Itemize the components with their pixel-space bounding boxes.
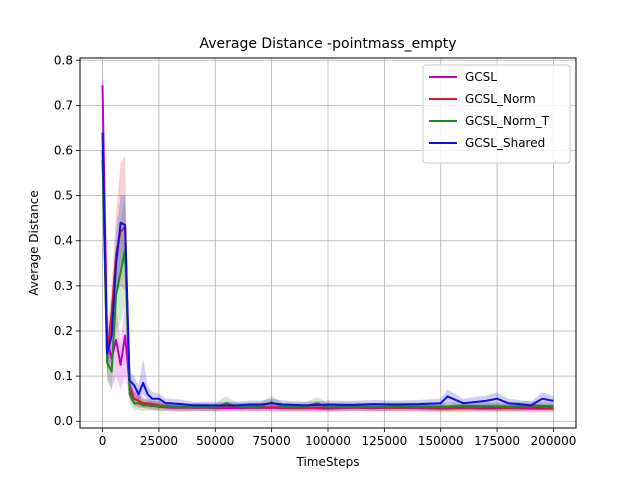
- legend-label: GCSL: [465, 70, 497, 84]
- x-axis-ticks: 0 25000 50000 75000 100000 125000 150000 175000…: [99, 428, 577, 448]
- y-tick-label: 0.7: [54, 98, 73, 112]
- y-tick-label: 0.3: [54, 279, 73, 293]
- y-tick-label: 0.4: [54, 234, 73, 248]
- line-gcsl-shared: [101, 132, 554, 407]
- x-tick-label: 50000: [196, 434, 234, 448]
- y-tick-label: 0.1: [54, 369, 73, 383]
- x-tick-label: 150000: [418, 434, 464, 448]
- y-tick-label: 0.0: [54, 414, 73, 428]
- y-axis-ticks: 0.0 0.1 0.2 0.3 0.4 0.5 0.6 0.7 0.8: [54, 53, 80, 428]
- chart-title: Average Distance -pointmass_empty: [199, 36, 456, 52]
- legend-box: [422, 64, 571, 164]
- y-tick-label: 0.8: [54, 53, 73, 67]
- x-tick-label: 200000: [531, 434, 577, 448]
- y-tick-label: 0.5: [54, 189, 73, 203]
- y-axis-label: Average Distance: [27, 190, 41, 296]
- x-tick-label: 25000: [140, 434, 178, 448]
- legend-label: GCSL_Shared: [465, 136, 545, 150]
- x-tick-label: 175000: [474, 434, 520, 448]
- x-axis-label: TimeSteps: [296, 455, 360, 469]
- legend-label: GCSL_Norm: [465, 92, 536, 106]
- x-tick-label: 100000: [305, 434, 351, 448]
- series-lines: [101, 85, 554, 410]
- y-tick-label: 0.6: [54, 144, 73, 158]
- legend-label: GCSL_Norm_T: [465, 114, 550, 128]
- x-tick-label: 125000: [361, 434, 407, 448]
- x-tick-label: 0: [99, 434, 107, 448]
- x-tick-label: 75000: [253, 434, 291, 448]
- y-tick-label: 0.2: [54, 324, 73, 338]
- legend: GCSL GCSL_Norm GCSL_Norm_T GCSL_Shared: [422, 64, 571, 164]
